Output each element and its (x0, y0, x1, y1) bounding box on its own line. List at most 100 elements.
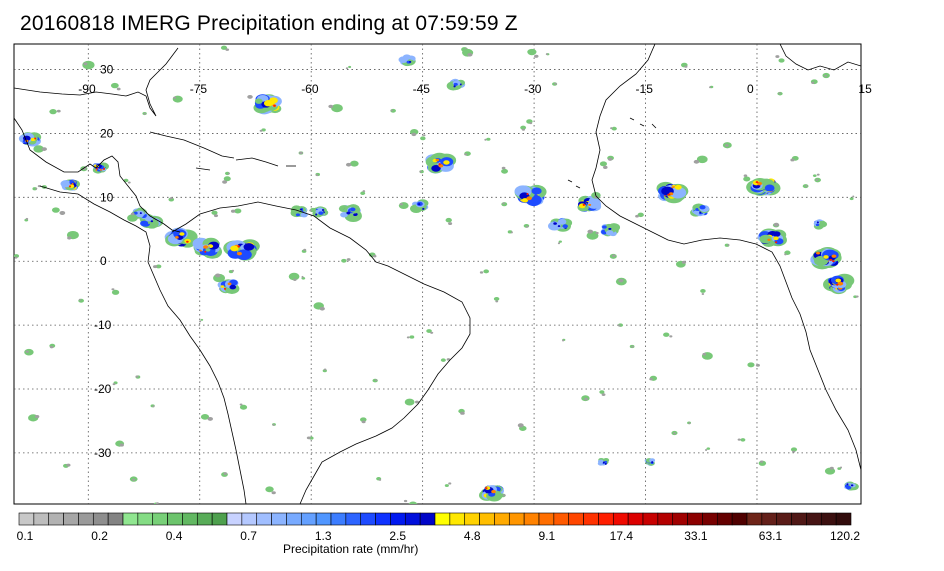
precip-cell (213, 214, 219, 218)
precip-cell (601, 393, 606, 396)
precip-cell (790, 447, 798, 452)
precip-cell (778, 58, 785, 63)
colorbar-cell (256, 512, 272, 526)
colorbar-tick-label: 17.4 (609, 529, 634, 543)
precip-cell (49, 345, 54, 349)
precip-cell (214, 273, 221, 278)
precip-cell (446, 358, 451, 361)
colorbar-cell (271, 512, 287, 526)
precip-cell (491, 490, 496, 494)
precip-cell (66, 463, 71, 467)
precip-cell (110, 82, 119, 89)
precip-cell (220, 285, 225, 288)
precip-cell (140, 220, 149, 227)
colorbar-cell (494, 512, 510, 526)
precip-cell (740, 438, 746, 442)
precip-cell (404, 398, 415, 406)
precip-cell (602, 461, 605, 464)
precip-cell (696, 155, 708, 164)
precip-cell (127, 181, 131, 184)
precip-cell (301, 275, 304, 278)
precip-cell (684, 65, 688, 68)
precip-cell (852, 195, 855, 198)
longitude-label: -45 (413, 82, 431, 96)
coastline-gulf-of-mexico (14, 47, 179, 117)
precip-cell (553, 222, 557, 225)
precip-cell (651, 461, 654, 464)
colorbar-cell (657, 512, 674, 526)
precip-cell (815, 223, 820, 227)
colorbar-cell (761, 512, 778, 526)
precip-cell (693, 159, 700, 164)
colorbar-cell (122, 512, 139, 526)
precip-cell (438, 163, 441, 166)
precip-cell (346, 258, 351, 261)
precip-cell (435, 158, 440, 162)
colorbar-cell (791, 512, 807, 526)
precip-cell (375, 379, 378, 382)
colorbar-cell (627, 512, 644, 526)
colorbar-cell (92, 512, 109, 526)
longitude-label: 15 (858, 82, 872, 96)
precip-cell (829, 466, 834, 470)
precip-cell (534, 54, 539, 58)
precip-cell (464, 153, 468, 156)
colorbar-cell (464, 512, 480, 526)
precip-cell (306, 436, 311, 440)
precip-cell (14, 256, 18, 259)
precip-cell (420, 136, 426, 141)
colorbar-cell (360, 512, 376, 526)
precip-cell (460, 411, 465, 415)
precip-cell (604, 462, 607, 465)
precip-cell (409, 60, 412, 63)
precip-cell (448, 482, 452, 485)
precip-cell (272, 423, 275, 426)
colorbar-cell (63, 512, 79, 526)
precip-cell (223, 176, 231, 182)
precip-cell (674, 184, 682, 190)
precip-cell (618, 278, 624, 283)
precip-cell (812, 174, 817, 177)
precip-cell (390, 109, 393, 112)
precip-cell (30, 137, 36, 142)
precip-cell (587, 199, 601, 209)
precip-cell (247, 94, 253, 99)
precip-cell (502, 494, 506, 497)
precip-cell (56, 109, 61, 113)
precip-cell (669, 186, 687, 199)
precip-cell (361, 420, 366, 424)
precip-cell (699, 205, 706, 210)
precip-cell (223, 472, 228, 475)
precip-cell (419, 170, 422, 173)
colorbar-cell (33, 512, 50, 526)
latitude-label: 0 (100, 254, 107, 268)
colorbar-cell (776, 512, 792, 526)
longitude-label: -60 (301, 82, 319, 96)
precip-cell (299, 208, 303, 211)
precip-cell (526, 196, 532, 201)
colorbar-cell (479, 512, 495, 526)
precip-cell (849, 197, 854, 201)
colorbar-cell (702, 512, 718, 526)
precip-cell (203, 245, 209, 249)
precip-cell (227, 172, 230, 175)
precip-cell (605, 230, 614, 236)
precip-cell (598, 459, 604, 464)
colorbar-cell (404, 512, 421, 526)
precip-cell (649, 458, 656, 463)
precip-cell (399, 203, 403, 206)
precip-cell (139, 212, 142, 215)
precip-cell (135, 375, 139, 378)
precip-cell (755, 363, 760, 367)
colorbar-tick-label: 0.4 (165, 529, 183, 543)
precip-cell (557, 218, 567, 225)
precip-cell (850, 484, 854, 487)
precip-cell (134, 210, 145, 218)
precip-cell (254, 98, 263, 104)
precip-cell (205, 248, 211, 252)
precip-cell (829, 258, 833, 261)
precip-cell (667, 193, 671, 196)
precip-cell (681, 260, 687, 264)
precip-cell (59, 210, 66, 215)
precip-cell (119, 443, 124, 447)
